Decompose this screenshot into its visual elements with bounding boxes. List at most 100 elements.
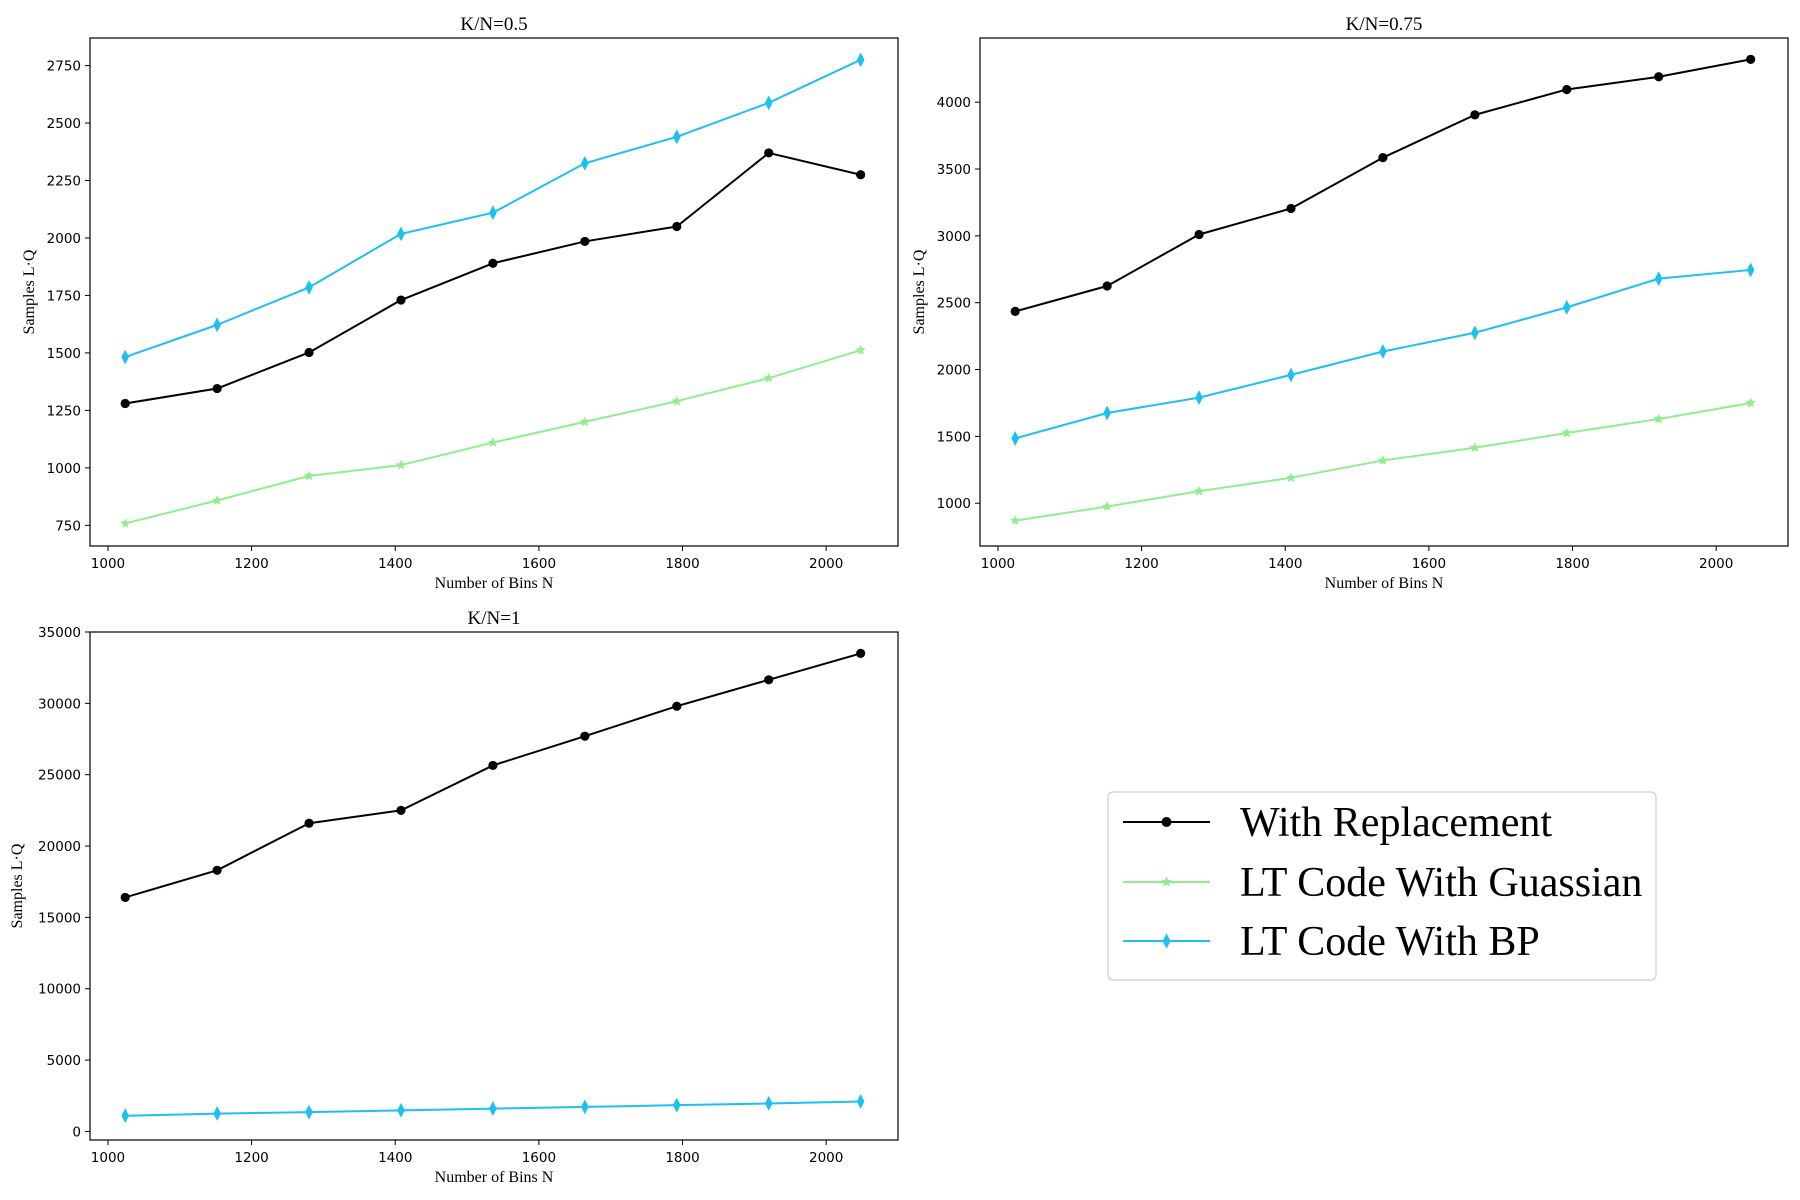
y-tick-label: 2000 — [937, 363, 971, 379]
data-point — [764, 148, 774, 158]
y-tick-label: 10000 — [38, 982, 81, 998]
chart-panel-1: K/N=0.5 1000 1200 1400 1600 1800 2000 750 1000 12… — [21, 14, 899, 592]
series-line — [1014, 58, 1751, 313]
data-point — [580, 731, 590, 741]
plot-frame — [89, 631, 899, 1141]
series-lt-code-with-bp — [1011, 262, 1755, 446]
x-tick-label: 1200 — [234, 556, 268, 572]
series-with-replacement — [120, 148, 866, 409]
legend-marker — [1162, 933, 1171, 949]
y-tick-label: 20000 — [38, 839, 81, 855]
y-tick-label: 0 — [72, 1124, 81, 1140]
series-lt-code-with-guassian — [1010, 397, 1756, 526]
plot-frame — [89, 37, 899, 547]
x-tick-label: 1600 — [522, 556, 556, 572]
series-line — [124, 652, 861, 899]
data-point — [1286, 203, 1296, 214]
y-tick-label: 3500 — [937, 162, 971, 178]
data-point — [1010, 515, 1021, 526]
x-tick-label: 1400 — [1268, 556, 1302, 572]
y-tick-label: 3000 — [937, 229, 971, 245]
x-tick-label: 1400 — [378, 1150, 412, 1166]
series-with-replacement — [120, 648, 866, 903]
data-point — [764, 675, 774, 685]
data-point — [581, 155, 589, 171]
y-tick-label: 15000 — [38, 910, 81, 926]
data-point — [213, 1106, 221, 1122]
data-point — [1378, 153, 1388, 163]
data-point — [489, 205, 497, 221]
legend: With Replacement LT Code With Guassian LT … — [1107, 791, 1657, 981]
legend-label: With Replacement — [1240, 800, 1552, 846]
legend-entry: LT Code With Guassian — [1123, 860, 1642, 906]
data-point — [120, 518, 131, 528]
x-tick-label: 1800 — [665, 556, 699, 572]
chart-title: K/N=0.5 — [460, 14, 527, 35]
data-point — [672, 221, 682, 232]
legend-entries: With Replacement LT Code With Guassian LT … — [1123, 800, 1642, 965]
y-tick-label: 2000 — [47, 231, 81, 247]
data-point — [579, 416, 591, 427]
x-axis-label: Number of Bins N — [435, 575, 554, 592]
legend-frame — [1107, 791, 1657, 981]
data-point — [1379, 344, 1387, 359]
data-point — [1377, 454, 1389, 465]
x-axis-label: Number of Bins N — [435, 1169, 554, 1186]
y-tick-label: 25000 — [38, 768, 81, 784]
y-tick-label: 35000 — [38, 625, 81, 641]
legend-label: LT Code With BP — [1240, 919, 1540, 965]
x-tick-label: 1600 — [522, 1150, 556, 1166]
series-line — [125, 151, 861, 405]
data-point — [212, 865, 222, 875]
legend-entry: LT Code With BP — [1123, 919, 1540, 965]
data-point — [1285, 472, 1297, 483]
data-point — [395, 459, 407, 470]
x-tick-label: 2000 — [809, 1150, 843, 1166]
data-point — [305, 279, 313, 295]
legend-marker — [1161, 876, 1172, 887]
legend-label: LT Code With Guassian — [1240, 860, 1642, 906]
y-tick-label: 2250 — [47, 174, 81, 190]
legend-marker — [1161, 817, 1172, 827]
data-point — [855, 344, 866, 355]
data-point — [1101, 501, 1113, 511]
data-point — [1011, 430, 1020, 446]
data-point — [488, 258, 498, 268]
data-point — [764, 1096, 773, 1111]
data-point — [1103, 405, 1111, 421]
data-point — [856, 52, 865, 68]
data-point — [1746, 262, 1755, 278]
data-point — [1562, 299, 1571, 315]
data-point — [580, 236, 590, 247]
data-point — [671, 395, 682, 406]
data-point — [1654, 72, 1664, 82]
data-point — [303, 470, 315, 481]
data-point — [211, 495, 223, 505]
chart-title: K/N=0.75 — [1346, 14, 1423, 35]
x-tick-label: 1200 — [1124, 556, 1158, 572]
data-point — [305, 1104, 313, 1120]
data-point — [120, 892, 130, 903]
data-point — [121, 1108, 130, 1124]
x-tick-label: 2000 — [809, 556, 843, 572]
data-point — [397, 226, 405, 242]
data-point — [672, 129, 681, 145]
data-point — [304, 818, 314, 828]
data-point — [1746, 54, 1756, 64]
x-tick-label: 1600 — [1412, 556, 1446, 572]
y-tick-label: 1000 — [47, 461, 81, 477]
x-tick-label: 1800 — [1555, 556, 1589, 572]
x-tick-label: 1000 — [981, 556, 1015, 572]
chart-panels: K/N=0.5 1000 1200 1400 1600 1800 2000 750 1000 12… — [9, 14, 1789, 1186]
y-tick-label: 30000 — [38, 696, 81, 712]
legend-entry: With Replacement — [1123, 800, 1552, 846]
y-tick-label: 2750 — [47, 59, 81, 75]
x-axis-label: Number of Bins N — [1325, 575, 1444, 592]
y-axis-label: Samples L·Q — [9, 843, 26, 928]
data-point — [672, 701, 682, 711]
y-tick-label: 1500 — [937, 429, 971, 445]
series-lt-code-with-bp — [121, 52, 865, 365]
y-tick-label: 1250 — [47, 403, 81, 419]
